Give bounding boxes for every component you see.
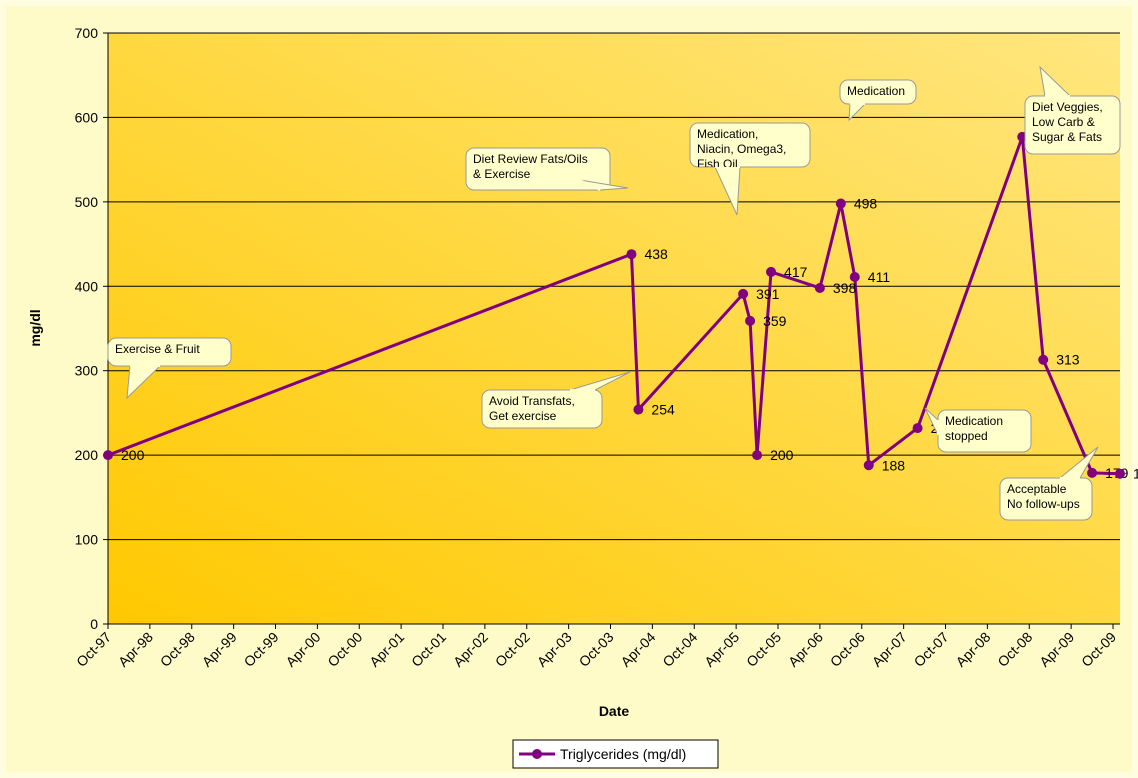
data-point	[849, 271, 860, 282]
callout-text: Diet Veggies,Low Carb &Sugar & Fats	[1032, 100, 1103, 144]
annotation: Low Carb &	[1032, 115, 1095, 129]
annotation: Sugar & Fats	[1032, 130, 1102, 144]
annotation: Avoid Transfats,	[489, 394, 575, 408]
callout-text: Avoid Transfats,Get exercise	[489, 394, 575, 423]
y-axis-title: mg/dl	[27, 309, 43, 346]
data-point	[1038, 354, 1049, 365]
annotation: Exercise & Fruit	[115, 342, 200, 356]
callout-text: Medication	[847, 84, 905, 98]
data-point	[863, 460, 874, 471]
annotation: stopped	[945, 429, 988, 443]
data-point	[814, 282, 825, 293]
annotation: Medication	[847, 84, 905, 98]
data-label: 313	[1056, 352, 1080, 368]
annotation: Diet Review Fats/Oils	[473, 152, 588, 166]
annotation: Acceptable	[1007, 482, 1067, 496]
callout-box	[465, 147, 611, 191]
annotation: Fish Oil	[697, 157, 738, 171]
series-line	[107, 136, 1121, 476]
callout-text: Exercise & Fruit	[115, 342, 200, 356]
legend: Triglycerides (mg/dl)	[512, 739, 719, 769]
data-label: 417	[784, 264, 808, 280]
data-point	[738, 288, 749, 299]
data-point	[626, 249, 637, 260]
callout-text: Medication,Niacin, Omega3,Fish Oil	[697, 127, 786, 171]
legend-marker	[532, 749, 542, 759]
data-label: 178	[1133, 466, 1138, 482]
data-point	[912, 423, 923, 434]
y-tick-label: 400	[75, 278, 99, 294]
data-label: 200	[770, 447, 794, 463]
annotation: Niacin, Omega3,	[697, 142, 786, 156]
annotation: Get exercise	[489, 409, 557, 423]
callout-box	[481, 389, 603, 429]
data-label: 200	[121, 447, 145, 463]
data-point	[752, 450, 763, 461]
callout-seam	[579, 179, 601, 191]
data-point	[766, 266, 777, 277]
annotation: Diet Veggies,	[1032, 100, 1103, 114]
legend-label: Triglycerides (mg/dl)	[560, 746, 686, 762]
y-tick-label: 600	[75, 109, 99, 125]
callout-box	[839, 79, 917, 105]
data-label: 438	[644, 246, 668, 262]
data-label: 498	[854, 196, 878, 212]
annotation: & Exercise	[473, 167, 531, 181]
plot-area	[108, 33, 1120, 624]
data-point	[1115, 468, 1125, 479]
callout-box	[107, 337, 232, 367]
data-point	[103, 450, 113, 461]
y-tick-label: 200	[75, 447, 99, 463]
callout-box	[999, 477, 1093, 521]
y-tick-label: 700	[75, 25, 99, 41]
data-point	[1087, 467, 1098, 478]
data-label: 398	[833, 280, 857, 296]
data-point	[633, 404, 644, 415]
annotation: No follow-ups	[1007, 497, 1080, 511]
annotation: Medication,	[697, 127, 758, 141]
x-axis-title: Date	[599, 703, 630, 719]
data-label: 411	[868, 269, 891, 285]
data-point	[835, 198, 846, 209]
y-tick-label: 300	[75, 363, 99, 379]
callout-text: Diet Review Fats/Oils& Exercise	[473, 152, 588, 181]
y-tick-label: 0	[90, 616, 98, 632]
data-point	[745, 315, 756, 326]
data-label: 188	[882, 457, 906, 473]
y-tick-label: 100	[75, 532, 99, 548]
data-label: 359	[763, 313, 787, 329]
y-tick-label: 500	[75, 194, 99, 210]
data-label: 254	[651, 402, 675, 418]
data-label: 391	[756, 286, 780, 302]
callout-box	[1024, 95, 1121, 155]
callout-box	[689, 122, 811, 168]
annotation: Medication	[945, 414, 1003, 428]
